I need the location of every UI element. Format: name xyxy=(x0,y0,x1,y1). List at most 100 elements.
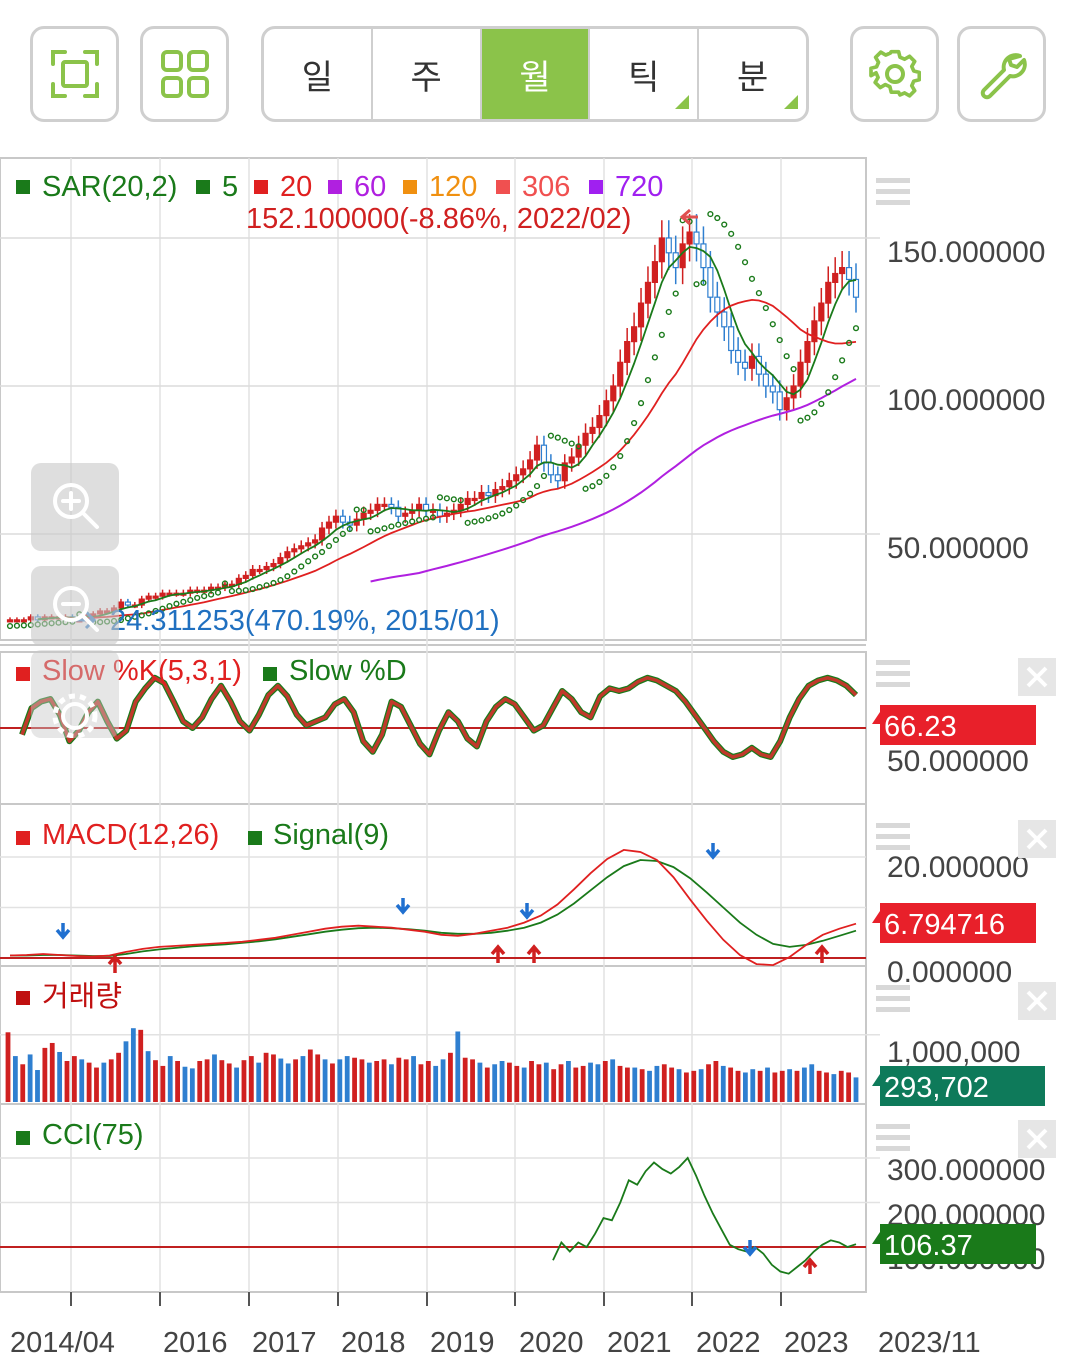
sar-dot xyxy=(804,414,811,421)
close-x-mark xyxy=(1026,990,1048,1012)
volume-bar xyxy=(514,1065,520,1102)
sar-dot xyxy=(145,610,152,617)
volume-bar xyxy=(595,1064,601,1102)
candle-body xyxy=(242,574,249,580)
sar-dot xyxy=(811,409,818,416)
volume-bar xyxy=(160,1065,166,1102)
candle-body xyxy=(395,506,402,517)
sell-arrow-icon xyxy=(395,898,411,915)
candle-body xyxy=(852,278,860,298)
x-label-2023: 2023 xyxy=(784,1327,849,1358)
candle-body xyxy=(630,326,638,343)
volume-bar xyxy=(241,1060,247,1102)
settings-button[interactable] xyxy=(850,26,939,122)
candle-body xyxy=(637,302,645,328)
volume-bar xyxy=(455,1031,461,1102)
panel-drag-handle-icon xyxy=(876,996,910,1001)
volume-bar xyxy=(197,1061,203,1102)
sar-dot xyxy=(318,548,326,556)
tab-day[interactable]: 일 xyxy=(264,29,373,119)
candle-body xyxy=(707,267,714,298)
candle-body xyxy=(783,397,790,411)
tools-button[interactable] xyxy=(957,26,1046,122)
fullscreen-button[interactable] xyxy=(30,26,119,122)
volume-bar xyxy=(507,1062,512,1102)
sar-dot xyxy=(492,513,499,520)
volume-bar xyxy=(669,1067,675,1102)
volume-bar xyxy=(647,1070,652,1102)
sar-dot xyxy=(228,587,236,595)
tab-minute[interactable]: 분 xyxy=(699,29,806,119)
volume-bar xyxy=(425,1061,431,1102)
sar-dot xyxy=(693,281,700,288)
sar-dot xyxy=(603,472,610,479)
sar-dot xyxy=(464,519,471,526)
tab-minute-label: 분 xyxy=(736,57,769,98)
zoom-out-button[interactable] xyxy=(31,566,119,646)
sar-dot xyxy=(776,336,783,344)
candle-body xyxy=(422,503,430,511)
tab-month-label: 월 xyxy=(519,57,551,98)
sar-dot xyxy=(714,214,721,222)
tab-month[interactable]: 월 xyxy=(481,29,591,119)
volume-bar xyxy=(831,1074,837,1102)
candle-body xyxy=(762,373,769,387)
volume-bar xyxy=(204,1059,210,1102)
volume-bar xyxy=(330,1063,335,1102)
sar-dot xyxy=(769,321,776,328)
panel-drag-handle-icon xyxy=(876,178,910,183)
sar-dot xyxy=(762,304,769,312)
volume-bar xyxy=(359,1059,365,1102)
x-label-2019: 2019 xyxy=(430,1327,495,1358)
sar-dot xyxy=(450,496,457,503)
volume-bar xyxy=(610,1059,616,1102)
candle-body xyxy=(741,361,749,369)
sar-dot xyxy=(741,259,749,266)
legend-ma5-label: 5 xyxy=(222,171,238,203)
candle-body xyxy=(145,595,152,600)
zoom-in-button[interactable] xyxy=(31,463,119,551)
y-label-50: 50.000000 xyxy=(887,532,1029,565)
layout-button[interactable] xyxy=(140,26,229,122)
candle-body xyxy=(318,527,326,541)
ma5-line xyxy=(37,245,857,621)
candle-body xyxy=(589,426,596,434)
sar-dot xyxy=(845,339,853,346)
cci-value: 106.37 xyxy=(884,1230,973,1262)
x-label-2016: 2016 xyxy=(163,1327,228,1358)
candle-body xyxy=(298,545,305,550)
volume-bar xyxy=(27,1054,33,1102)
volume-bar xyxy=(580,1065,586,1102)
panel-drag-handle-icon xyxy=(876,682,910,687)
y-label-100: 100.000000 xyxy=(887,384,1046,417)
sar-dot xyxy=(263,582,270,589)
volume-bar xyxy=(248,1056,254,1102)
legend-swatch-sar xyxy=(16,180,30,194)
tab-week[interactable]: 주 xyxy=(373,29,482,119)
buy-arrow-icon xyxy=(490,944,506,963)
chart-settings-button[interactable] xyxy=(31,650,119,739)
sar-dot xyxy=(152,607,159,615)
sar-dot xyxy=(325,542,333,550)
tab-tick[interactable]: 틱 xyxy=(590,29,700,119)
candle-body xyxy=(291,548,298,553)
legend-swatch-ma60 xyxy=(328,180,342,194)
sar-dot xyxy=(20,622,27,629)
sar-dot xyxy=(249,585,256,593)
x-label-2017: 2017 xyxy=(252,1327,317,1358)
close-x-mark xyxy=(1026,1128,1048,1150)
volume-bar xyxy=(809,1064,815,1102)
legend-ma120-label: 120 xyxy=(429,171,477,203)
sar-dot xyxy=(547,432,554,439)
stoch-k-label: Slow %K(5,3,1) xyxy=(42,655,242,687)
volume-bar xyxy=(130,1028,136,1102)
volume-bar xyxy=(322,1059,328,1102)
volume-bar xyxy=(101,1062,107,1102)
sar-dot xyxy=(520,496,527,504)
sar-dot xyxy=(797,417,804,424)
sar-dot xyxy=(818,400,825,407)
volume-bar xyxy=(256,1062,262,1102)
buy-arrow-icon xyxy=(107,954,123,973)
sar-dot xyxy=(339,530,346,537)
